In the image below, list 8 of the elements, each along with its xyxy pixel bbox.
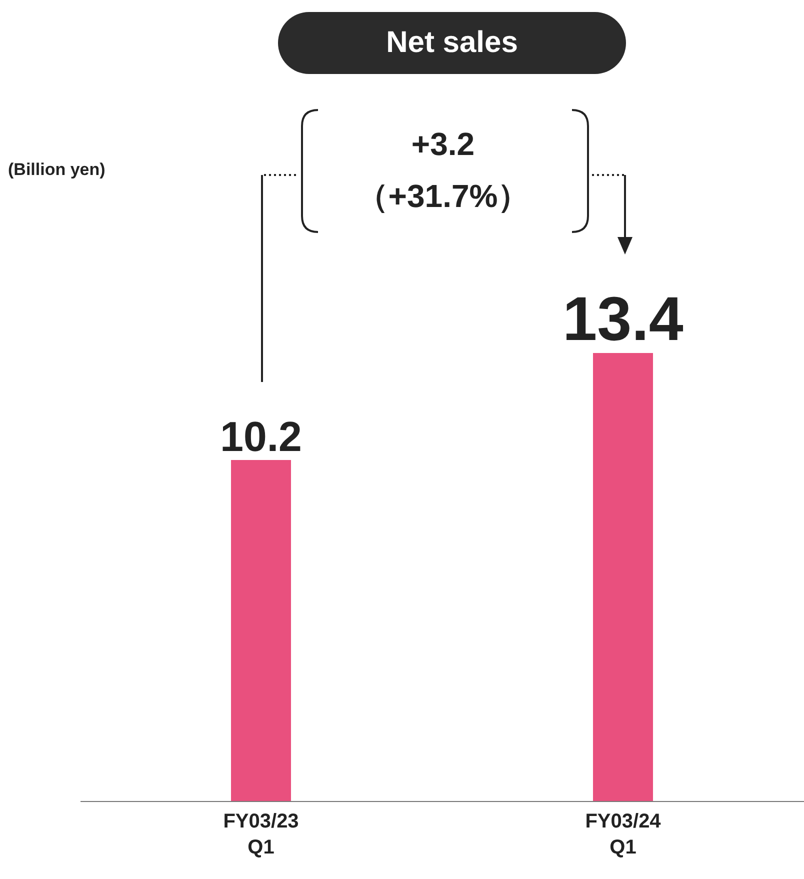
x-tick-label: FY03/24 Q1 [585,810,662,858]
text: +3.2 [410,125,476,164]
text: （+31.7%） [355,177,531,216]
chart-title: Net sales [278,12,626,74]
data-label: 13.4 [562,285,684,354]
text: (Billion yen) [8,160,106,180]
data-label: 10.2 [220,412,302,460]
x-tick-label: FY03/23 Q1 [223,810,299,858]
